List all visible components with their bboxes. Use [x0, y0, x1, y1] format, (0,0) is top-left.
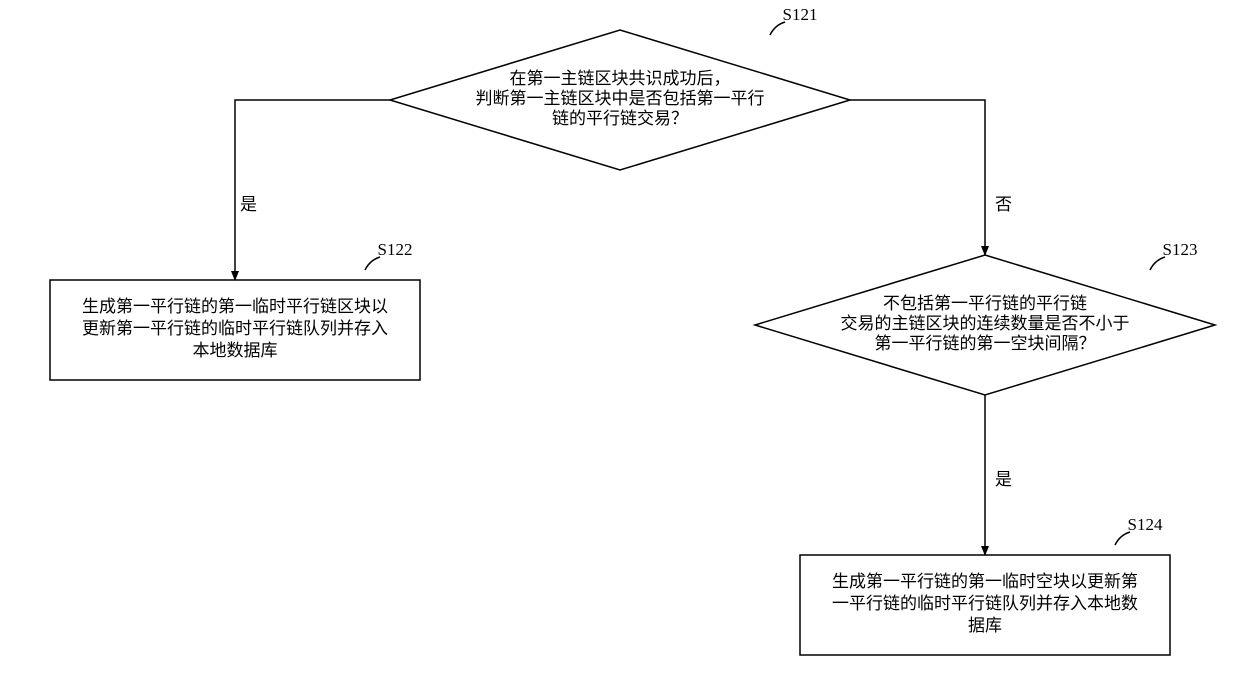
decision-s123: 不包括第一平行链的平行链 交易的主链区块的连续数量是否不小于 第一平行链的第一空… [755, 255, 1215, 395]
s124-line2: 一平行链的临时平行链队列并存入本地数 [832, 594, 1138, 613]
edge-s121-to-s122: 是 [235, 100, 390, 280]
s123-line1: 不包括第一平行链的平行链 [883, 294, 1087, 313]
process-s124: 生成第一平行链的第一临时空块以更新第 一平行链的临时平行链队列并存入本地数 据库 [800, 555, 1170, 655]
edge-no-label: 否 [995, 195, 1012, 214]
edge-yes-label-down: 是 [995, 470, 1012, 489]
s124-line3: 据库 [968, 616, 1002, 635]
s121-line1: 在第一主链区块共识成功后， [510, 69, 731, 88]
edge-s121-to-s123: 否 [850, 100, 1012, 255]
process-s122: 生成第一平行链的第一临时平行链区块以 更新第一平行链的临时平行链队列并存入 本地… [50, 280, 420, 380]
s124-label: S124 [1128, 515, 1163, 534]
s122-line2: 更新第一平行链的临时平行链队列并存入 [82, 319, 388, 338]
edge-s123-to-s124: 是 [985, 395, 1012, 555]
s122-line1: 生成第一平行链的第一临时平行链区块以 [82, 297, 388, 316]
s121-label: S121 [783, 5, 818, 24]
s123-line2: 交易的主链区块的连续数量是否不小于 [841, 314, 1130, 333]
edge-yes-label-left: 是 [240, 195, 257, 214]
s122-line3: 本地数据库 [193, 341, 278, 360]
s123-line3: 第一平行链的第一空块间隔？ [875, 334, 1096, 353]
s123-label: S123 [1163, 240, 1198, 259]
s122-label: S122 [378, 240, 413, 259]
decision-s121: 在第一主链区块共识成功后， 判断第一主链区块中是否包括第一平行 链的平行链交易？ [390, 30, 850, 170]
s121-line2: 判断第一主链区块中是否包括第一平行 [476, 89, 765, 108]
s124-line1: 生成第一平行链的第一临时空块以更新第 [832, 572, 1138, 591]
s121-line3: 链的平行链交易？ [552, 109, 688, 128]
